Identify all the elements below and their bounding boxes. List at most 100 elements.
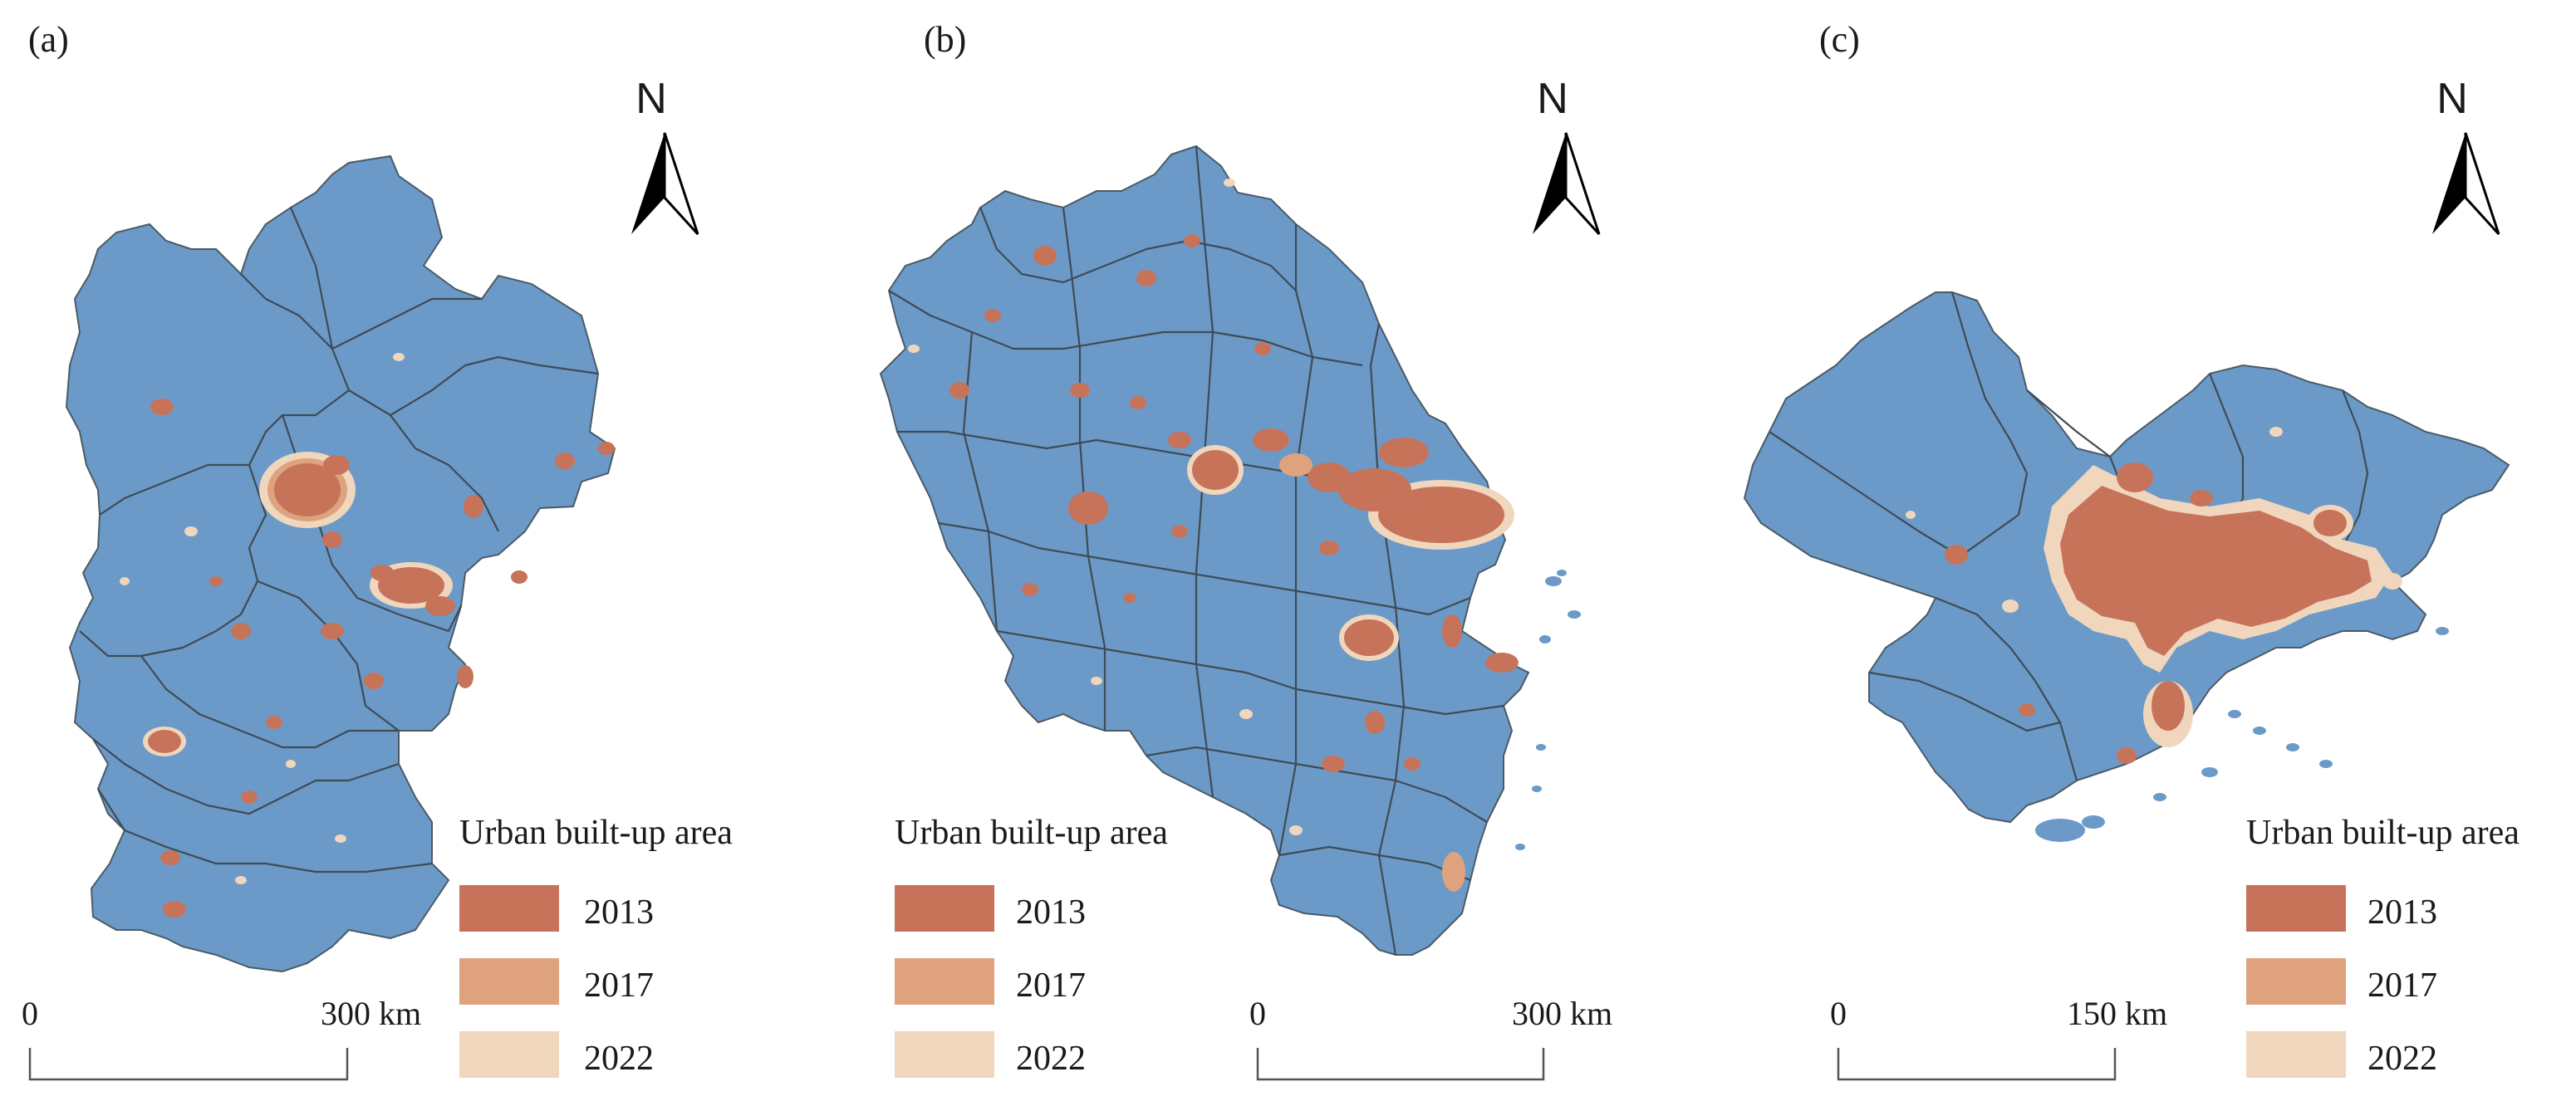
panel-b-boundary (1278, 224, 1314, 856)
urban-patch-2013 (148, 730, 181, 753)
urban-patch-2013 (2117, 747, 2137, 764)
urban-patch-2013 (1485, 653, 1519, 673)
panel-a-legend: Urban built-up area 2013 2017 2022 (459, 814, 733, 1078)
island (1532, 785, 1542, 792)
panel-a-boundary (331, 297, 482, 350)
urban-patch-2013 (1184, 234, 1200, 247)
urban-patch-2013 (1192, 450, 1239, 490)
legend-swatch-2013 (459, 885, 559, 932)
urban-patch-2013 (1379, 438, 1429, 467)
urban-patch-2013 (598, 442, 615, 455)
panel-b-boundary (888, 290, 1363, 367)
panel-b: (b) (879, 19, 1612, 1081)
panel-c-legend: Urban built-up area 2013 2017 2022 (2246, 814, 2520, 1078)
island (1515, 844, 1525, 850)
panel-b-label: (b) (924, 19, 966, 60)
legend-swatch-2022 (895, 1031, 994, 1078)
panel-c-boundary (2341, 389, 2369, 549)
panel-a-urban-patches (120, 353, 615, 918)
panel-a-region (65, 154, 616, 973)
scalebar-end-label: 300 km (321, 995, 421, 1032)
urban-patch-2022 (1289, 825, 1303, 835)
urban-patch-2017 (1279, 453, 1313, 477)
panel-a-scalebar: 0 300 km (22, 995, 421, 1081)
urban-patch-2013 (1945, 545, 1968, 565)
scalebar-start-label: 0 (1830, 995, 1847, 1032)
urban-patch-2013 (150, 399, 174, 415)
legend-label-2017: 2017 (2367, 967, 2437, 1005)
legend-label-2013: 2013 (2367, 893, 2437, 932)
panel-b-islands (1515, 570, 1581, 850)
urban-patch-2013 (370, 565, 394, 581)
urban-patch-2013 (1022, 583, 1038, 596)
urban-patch-2013 (163, 901, 186, 918)
urban-patch-2013 (2313, 510, 2347, 536)
legend-label-2013: 2013 (1016, 893, 1086, 932)
north-arrow-right-half (2464, 132, 2500, 236)
urban-patch-2013 (2152, 681, 2185, 731)
urban-patch-2013 (457, 665, 473, 688)
urban-patch-2022 (335, 834, 346, 843)
urban-patch-2022 (184, 526, 198, 536)
panel-c-boundary (1769, 431, 2019, 558)
urban-patch-2013 (1136, 270, 1156, 286)
legend-swatch-2013 (2246, 885, 2346, 932)
north-arrow-left-half (631, 133, 665, 234)
north-arrow-left-half (2432, 133, 2466, 234)
urban-patch-2013 (511, 570, 527, 584)
island (2082, 815, 2105, 829)
urban-patch-2022 (1091, 677, 1102, 685)
panel-c-label: (c) (1819, 19, 1860, 60)
urban-patch-2013 (1033, 246, 1057, 266)
urban-patch-2013 (425, 596, 455, 616)
legend-label-2022: 2022 (1016, 1040, 1086, 1078)
panel-c-islands (2035, 627, 2449, 842)
legend-swatch-2022 (459, 1031, 559, 1078)
north-arrow-icon: N (631, 75, 699, 236)
urban-patch-2013 (209, 576, 223, 586)
island (2035, 819, 2085, 842)
panel-c-scalebar: 0 150 km (1830, 995, 2167, 1081)
urban-patch-2013 (2060, 486, 2372, 656)
urban-patch-2013 (1068, 492, 1108, 525)
panel-b-scalebar: 0 300 km (1249, 995, 1612, 1081)
scalebar-start-label: 0 (1249, 995, 1266, 1032)
scalebar-line (1837, 1048, 2117, 1081)
urban-patch-2013 (323, 455, 350, 475)
urban-patch-2013 (1130, 396, 1146, 409)
urban-patch-2013 (1442, 614, 1462, 648)
island (2228, 710, 2241, 718)
scalebar-end-label: 150 km (2067, 995, 2167, 1032)
scalebar-line (28, 1048, 349, 1081)
north-arrow-left-half (1533, 133, 1566, 234)
urban-patch-2022 (2269, 427, 2283, 437)
panel-c-boundary (1868, 671, 2061, 732)
urban-patch-2013 (1253, 428, 1289, 452)
legend-swatch-2013 (895, 885, 994, 932)
panel-b-urban-patches (908, 179, 1519, 892)
legend-title: Urban built-up area (2246, 814, 2520, 852)
panel-c-urban-patches (1906, 427, 2402, 764)
urban-patch-2022 (286, 760, 296, 768)
urban-patch-2013 (160, 850, 180, 865)
panel-c-north-label: N (2436, 75, 2468, 123)
legend-title: Urban built-up area (459, 814, 733, 852)
panel-b-boundary (938, 521, 1471, 616)
panel-a-boundary (257, 580, 400, 732)
panel-a-boundary (390, 355, 599, 416)
panel-a-boundary (289, 207, 334, 350)
north-arrow-right-half (663, 132, 699, 236)
island (1568, 610, 1581, 619)
panel-b-north-label: N (1537, 75, 1568, 123)
urban-patch-2013 (1378, 487, 1504, 543)
island (2201, 767, 2218, 777)
urban-patch-2013 (1338, 468, 1411, 511)
legend-label-2022: 2022 (2367, 1040, 2437, 1078)
legend-label-2017: 2017 (584, 967, 654, 1005)
urban-patch-2022 (393, 353, 405, 361)
urban-patch-2013 (1404, 757, 1420, 771)
urban-patch-2022 (1906, 511, 1916, 519)
island (2286, 743, 2299, 751)
north-arrow-right-half (1564, 132, 1601, 236)
urban-patch-2013 (2190, 490, 2213, 507)
